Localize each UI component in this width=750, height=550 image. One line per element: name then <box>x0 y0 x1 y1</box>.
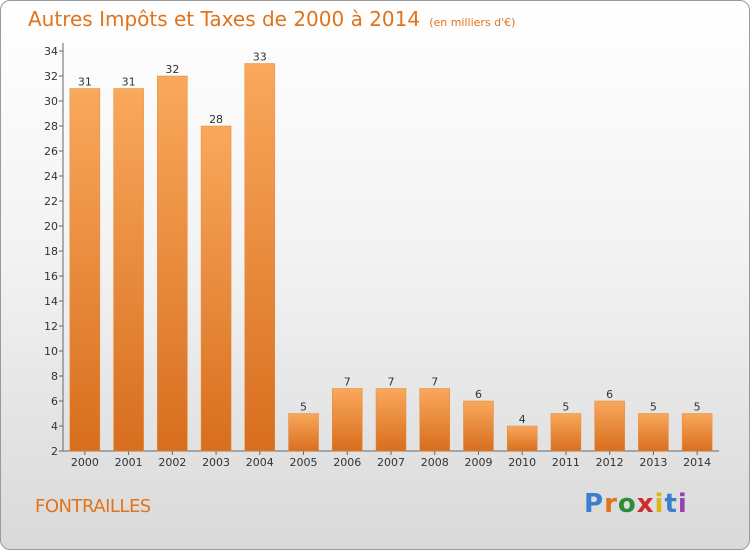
bar-2002 <box>157 75 188 452</box>
value-label-2002: 32 <box>165 63 179 76</box>
y-tick-label: 14 <box>44 295 58 308</box>
value-label-2007: 7 <box>388 376 395 389</box>
bar-2004 <box>244 63 276 452</box>
value-label-2014: 5 <box>694 401 701 414</box>
value-labels: 31 31 32 28 33 5 7 7 7 6 4 5 6 5 5 <box>78 51 701 427</box>
y-tick-label: 32 <box>44 70 58 83</box>
bars <box>69 63 713 452</box>
title-text: Autres Impôts et Taxes de 2000 à 2014 <box>28 7 421 31</box>
value-label-2010: 4 <box>519 413 526 426</box>
y-tick-label: 2 <box>51 445 58 458</box>
value-label-2005: 5 <box>300 401 307 414</box>
y-tick-label: 20 <box>44 220 58 233</box>
chart-title: Autres Impôts et Taxes de 2000 à 2014 (e… <box>28 7 515 31</box>
x-tick-label-2004: 2004 <box>246 456 274 469</box>
unit-text: (en milliers d'€) <box>429 16 516 29</box>
y-tick-label: 12 <box>44 320 58 333</box>
value-label-2012: 6 <box>606 388 613 401</box>
value-label-2001: 31 <box>122 76 136 89</box>
y-tick-label: 26 <box>44 145 58 158</box>
x-tick-label-2010: 2010 <box>508 456 536 469</box>
bar-2007 <box>375 388 407 452</box>
value-label-2006: 7 <box>344 376 351 389</box>
value-label-2003: 28 <box>209 113 223 126</box>
bar-2009 <box>463 400 494 452</box>
y-tick-label: 24 <box>44 170 58 183</box>
y-tick-label: 6 <box>51 395 58 408</box>
logo-letter: i <box>677 489 688 519</box>
bar-2013 <box>638 413 669 452</box>
y-tick-label: 10 <box>44 345 58 358</box>
y-tick-label: 8 <box>51 370 58 383</box>
bar-2010 <box>506 425 538 452</box>
x-tick-label-2003: 2003 <box>202 456 230 469</box>
y-tick-label: 22 <box>44 195 58 208</box>
logo-letter: r <box>604 489 618 519</box>
y-tick-label: 34 <box>44 45 58 58</box>
logo-letter: x <box>636 489 655 519</box>
x-tick-label-2002: 2002 <box>158 456 186 469</box>
bar-2014 <box>681 413 713 452</box>
y-tick-label: 16 <box>44 270 58 283</box>
bar-2012 <box>594 400 625 452</box>
bar-2003 <box>200 125 232 452</box>
x-tick-label-2008: 2008 <box>421 456 449 469</box>
x-tick-label-2007: 2007 <box>377 456 405 469</box>
x-tick-label-2013: 2013 <box>639 456 667 469</box>
x-tick-label-2001: 2001 <box>115 456 143 469</box>
x-tick-label-2009: 2009 <box>464 456 492 469</box>
logo-letter: i <box>654 489 665 519</box>
value-label-2009: 6 <box>475 388 482 401</box>
value-label-2004: 33 <box>253 51 267 64</box>
y-tick-label: 28 <box>44 120 58 133</box>
proxiti-logo: Proxiti <box>584 489 688 519</box>
y-tick-label: 18 <box>44 245 58 258</box>
bar-2008 <box>419 388 450 452</box>
bar-2000 <box>69 88 101 452</box>
value-label-2000: 31 <box>78 76 92 89</box>
logo-letter: t <box>664 489 678 519</box>
commune-name: FONTRAILLES <box>35 496 151 517</box>
x-tick-label-2006: 2006 <box>333 456 361 469</box>
y-tick-label: 30 <box>44 95 58 108</box>
y-tick-label: 4 <box>51 420 58 433</box>
x-tick-label-2012: 2012 <box>596 456 624 469</box>
x-tick-label-2000: 2000 <box>71 456 99 469</box>
bar-2006 <box>332 388 363 452</box>
logo-letter: o <box>617 489 637 519</box>
value-label-2011: 5 <box>562 401 569 414</box>
value-label-2008: 7 <box>431 376 438 389</box>
bar-2005 <box>288 413 319 452</box>
logo-letter: P <box>584 489 605 519</box>
x-tick-label-2011: 2011 <box>552 456 580 469</box>
bar-2011 <box>550 413 582 452</box>
value-label-2013: 5 <box>650 401 657 414</box>
x-tick-label-2014: 2014 <box>683 456 711 469</box>
bar-2001 <box>113 88 144 452</box>
x-tick-label-2005: 2005 <box>290 456 318 469</box>
